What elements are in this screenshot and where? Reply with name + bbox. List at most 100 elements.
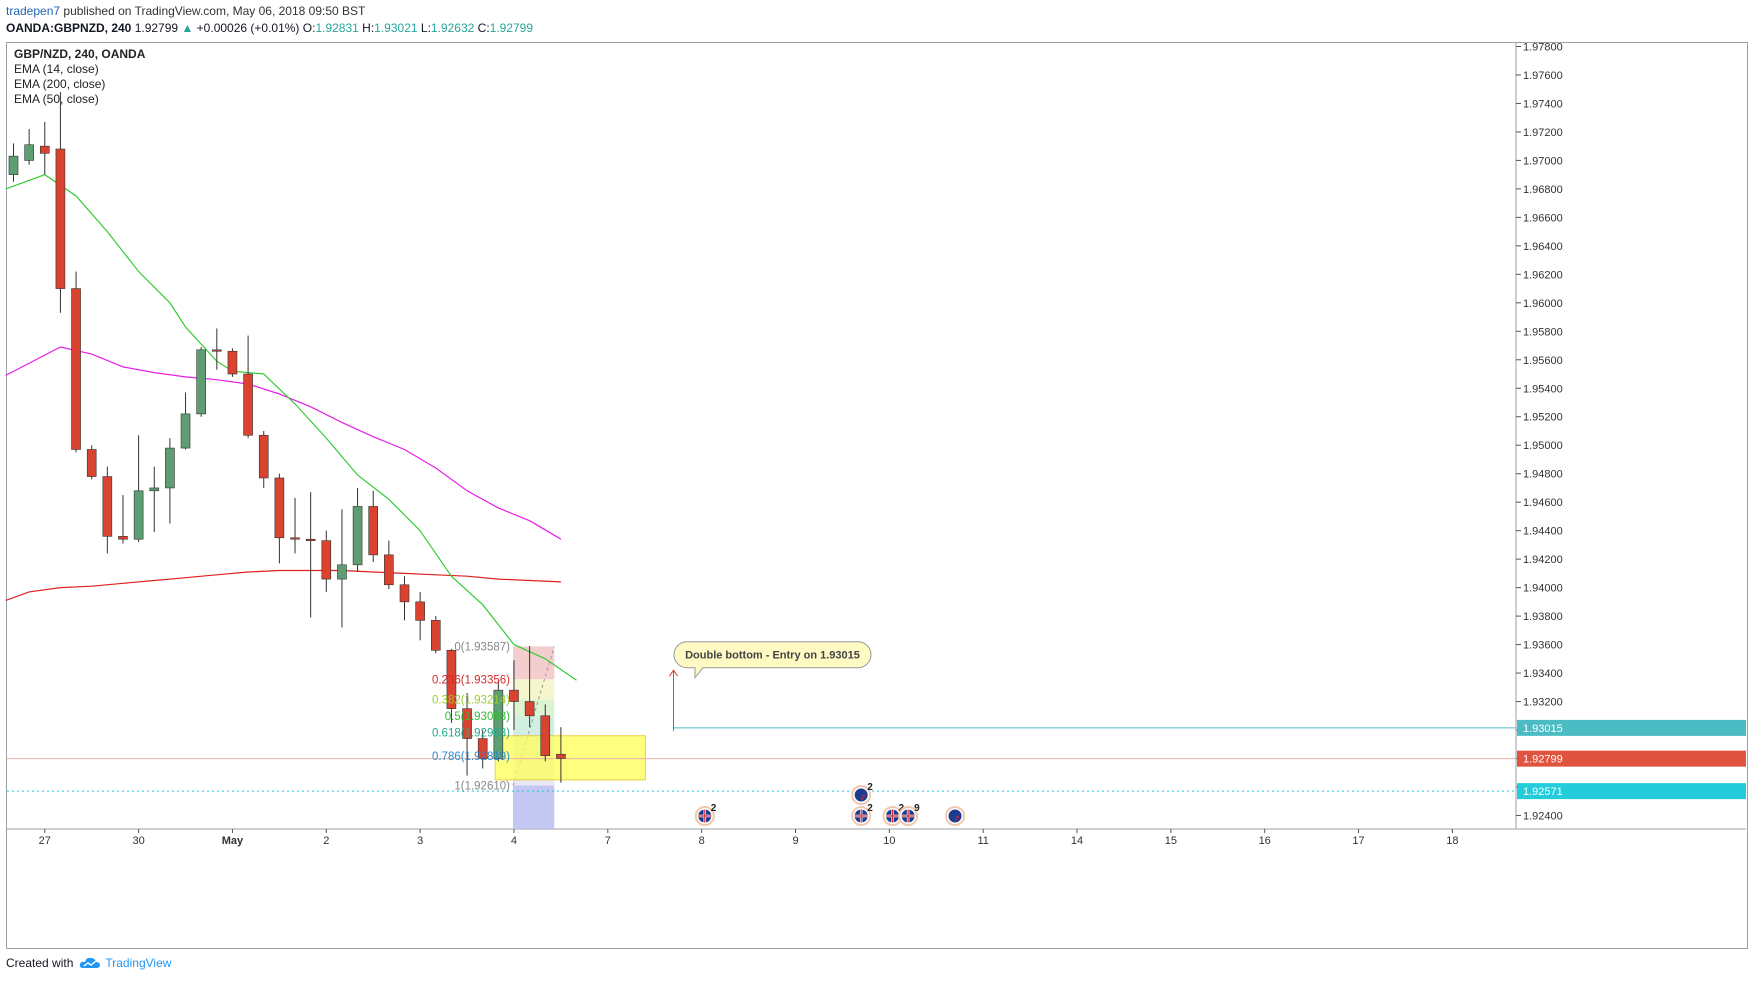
triangle-up-icon: ▲ <box>181 21 194 35</box>
low-value: 1.92632 <box>430 21 475 35</box>
candle-body <box>337 564 347 580</box>
candle-body <box>462 708 472 739</box>
x-tick-label: 9 <box>792 835 798 847</box>
created-with-label: Created with <box>6 956 74 970</box>
fib-band <box>512 679 555 700</box>
y-tick-label: 1.93200 <box>1523 697 1563 709</box>
y-tick-label: 1.97600 <box>1523 70 1563 82</box>
event-count: 2 <box>711 803 717 814</box>
candle-body <box>399 584 410 603</box>
quote-line: OANDA:GBPNZD, 240 1.92799 ▲ +0.00026 (+0… <box>6 21 533 36</box>
event-count: 2 <box>867 803 873 814</box>
legend-ema14[interactable]: EMA (14, close) <box>14 62 99 76</box>
close-value: 1.92799 <box>489 21 534 35</box>
candle-body <box>55 148 66 289</box>
entry-price-label-bg <box>1517 719 1746 736</box>
candle-body <box>196 349 206 415</box>
y-tick-label: 1.93600 <box>1523 640 1563 652</box>
y-tick-label: 1.95800 <box>1523 326 1563 338</box>
annotation-text: Double bottom - Entry on 1.93015 <box>685 650 860 662</box>
nz-flag-star <box>862 794 865 798</box>
x-tick-label: 14 <box>1071 835 1083 847</box>
y-tick-label: 1.94600 <box>1523 497 1563 509</box>
entry-arrow-head <box>669 669 678 677</box>
x-tick-label: 30 <box>132 835 144 847</box>
author-link[interactable]: tradepen7 <box>6 4 61 18</box>
candle-body <box>477 738 488 759</box>
candle-body <box>556 753 566 759</box>
candle-body <box>86 449 97 477</box>
nz-flag-field <box>854 788 868 802</box>
candle-body <box>8 155 19 175</box>
close-label: C: <box>477 21 490 35</box>
fib-band <box>512 646 555 680</box>
candle-body <box>133 490 144 540</box>
y-tick-label: 1.95000 <box>1523 440 1563 452</box>
candle-body <box>446 649 457 709</box>
publish-info: published on TradingView.com, May 06, 20… <box>63 4 366 18</box>
price-change: +0.00026 (+0.01%) <box>196 21 300 35</box>
x-tick-label: 7 <box>605 835 611 847</box>
y-tick-label: 1.92400 <box>1523 810 1563 822</box>
y-tick-label: 1.97000 <box>1523 155 1563 167</box>
legend-ema200[interactable]: EMA (200, close) <box>14 77 106 91</box>
tradingview-logo[interactable]: TradingView <box>79 956 171 970</box>
y-tick-label: 1.94200 <box>1523 554 1563 566</box>
y-tick-label: 1.96000 <box>1523 298 1563 310</box>
candle-body <box>118 536 128 540</box>
footer: Created with TradingView <box>6 956 171 970</box>
y-tick-label: 1.96800 <box>1523 184 1563 196</box>
fib-level-label: 0.236(1.93356) <box>432 674 510 686</box>
chart-legend: GBP/NZD, 240, OANDA EMA (14, close) EMA … <box>14 47 145 107</box>
candle-body <box>71 288 81 450</box>
candle-body <box>540 715 551 756</box>
cloud-icon <box>80 957 101 968</box>
x-tick-label: 8 <box>699 835 705 847</box>
candle-body <box>430 620 441 651</box>
y-tick-label: 1.97200 <box>1523 127 1563 139</box>
candle-body <box>305 538 316 541</box>
candle-body <box>493 689 504 759</box>
ema14-line <box>5 174 577 681</box>
nz-flag-star <box>954 818 958 821</box>
legend-symbol: GBP/NZD, 240, OANDA <box>14 47 146 61</box>
ema200-line <box>5 569 561 601</box>
candle-body <box>258 434 269 479</box>
support-price-label: 1.92571 <box>1523 786 1563 798</box>
y-tick-label: 1.94000 <box>1523 583 1563 595</box>
legend-ema50[interactable]: EMA (50, close) <box>14 92 99 106</box>
y-tick-label: 1.93400 <box>1523 668 1563 680</box>
x-tick-label: 17 <box>1352 835 1364 847</box>
high-value: 1.93021 <box>374 21 418 35</box>
nz-flag-star <box>861 797 864 800</box>
candle-body <box>415 601 425 621</box>
high-label: H: <box>362 21 375 35</box>
fib-level-label: 0.382(1.93214) <box>432 695 510 707</box>
y-tick-label: 1.95600 <box>1523 355 1563 367</box>
fib-level-label: 0.786(1.92819) <box>432 751 510 763</box>
candle-body <box>321 540 332 580</box>
last-price-label-bg <box>1517 750 1746 767</box>
candle-body <box>180 413 191 449</box>
x-tick-label: 18 <box>1446 835 1458 847</box>
candle-body <box>274 477 285 539</box>
last-price-label: 1.92799 <box>1523 754 1563 766</box>
candle-body <box>212 349 222 352</box>
open-label: O: <box>302 21 316 35</box>
x-tick-label: 27 <box>39 835 51 847</box>
y-tick-label: 1.96600 <box>1523 212 1563 224</box>
double-bottom-zone <box>494 735 646 781</box>
candle-body <box>524 701 535 717</box>
fib-level-label: 0.5(1.93098) <box>445 711 510 723</box>
chart-frame[interactable] <box>6 42 1748 949</box>
nz-flag-field <box>948 809 962 823</box>
nz-flag-star <box>956 815 959 819</box>
y-tick-label: 1.96400 <box>1523 241 1563 253</box>
candle-body <box>243 373 253 436</box>
last-price: 1.92799 <box>134 21 179 35</box>
ema50-line <box>5 346 562 540</box>
fib-level-label: 1(1.92610) <box>454 781 510 793</box>
x-tick-label: 10 <box>883 835 895 847</box>
candle-body <box>290 537 300 540</box>
